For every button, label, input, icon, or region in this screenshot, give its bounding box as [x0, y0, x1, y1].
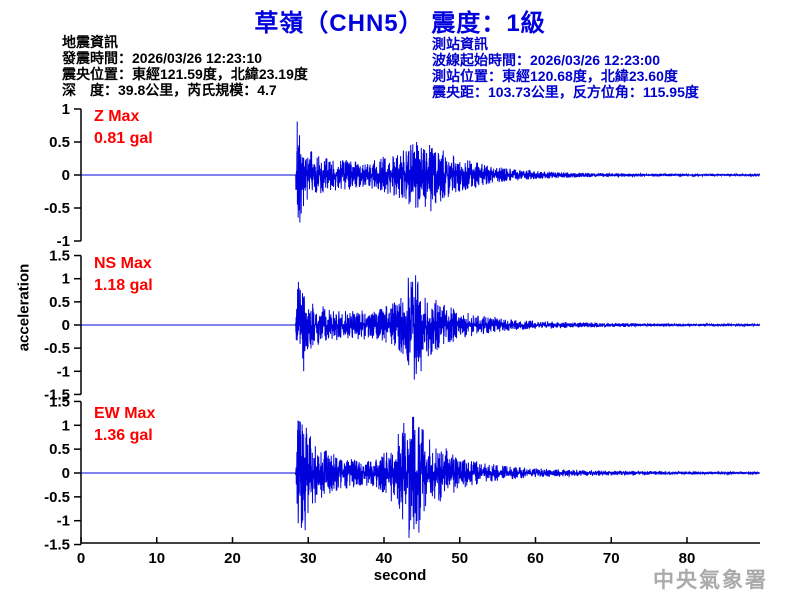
tick-label: 0 [62, 465, 70, 482]
quake-origin-time: 發震時間：2026/03/26 12:23:10 [62, 50, 262, 66]
tick-label: 60 [527, 550, 544, 567]
quake-epicenter: 震央位置：東經121.59度，北緯23.19度 [62, 66, 308, 82]
tick-label: 70 [603, 550, 620, 567]
station-info-block: 測站資訊 波線起始時間：2026/03/26 12:23:00 測站位置：東經1… [432, 36, 699, 100]
trace-ew-max-value: 1.36 gal [94, 427, 153, 444]
tick-label: 10 [148, 550, 165, 567]
tick-label: 0.5 [49, 441, 70, 458]
station-location: 測站位置：東經120.68度，北緯23.60度 [432, 68, 678, 84]
trace-ns-max-value: 1.18 gal [94, 277, 153, 294]
tick-label: 1.5 [49, 248, 70, 265]
tick-label: -0.5 [44, 340, 70, 357]
station-info-heading: 測站資訊 [432, 36, 488, 52]
tick-label: 1 [62, 101, 70, 118]
page-title: 草嶺（CHN5） 震度：1級 [254, 10, 546, 37]
tick-label: 1 [62, 271, 70, 288]
tick-label: 0.5 [49, 294, 70, 311]
quake-info-heading: 地震資訊 [62, 34, 118, 50]
y-axis-title: acceleration [15, 263, 33, 352]
trace-ns-max-label: NS Max 1.18 gal [94, 253, 153, 297]
tick-label: 1 [62, 417, 70, 434]
tick-label: -1 [57, 363, 70, 380]
agency-watermark: 中央氣象署 [653, 568, 768, 592]
trace-ew-max-label: EW Max 1.36 gal [94, 403, 155, 447]
tick-label: -0.5 [44, 200, 70, 217]
x-axis: 0 10 20 30 40 50 60 70 80 [77, 537, 760, 567]
tick-label: 1.5 [49, 393, 70, 410]
trace-z-max-value: 0.81 gal [94, 130, 153, 147]
quake-info-block: 地震資訊 發震時間：2026/03/26 12:23:10 震央位置：東經121… [62, 34, 308, 98]
tick-label: 30 [300, 550, 317, 567]
tick-label: 80 [679, 550, 696, 567]
trace-ew-name: EW Max [94, 405, 156, 422]
trace-z-max-label: Z Max 0.81 gal [94, 106, 153, 150]
tick-label: 40 [376, 550, 393, 567]
tick-label: 0.5 [49, 134, 70, 151]
wave-start-time: 波線起始時間：2026/03/26 12:23:00 [432, 52, 660, 68]
x-axis-title: second [373, 567, 427, 584]
tick-label: 0 [77, 550, 85, 567]
trace-ew-waveform [81, 416, 761, 538]
quake-depth-magnitude: 深 度：39.8公里，芮氏規模：4.7 [62, 82, 277, 98]
y-axis-ew: 1.5 1 0.5 0 -0.5 -1 -1.5 [44, 393, 82, 554]
y-axis-ns: 1.5 1 0.5 0 -0.5 -1 -1.5 [44, 248, 82, 403]
tick-label: -1.5 [44, 537, 70, 554]
trace-ns-waveform [81, 275, 761, 380]
tick-label: -1 [57, 233, 70, 250]
trace-ns-name: NS Max [94, 255, 152, 272]
trace-z-name: Z Max [94, 108, 140, 125]
y-axis-z: 1 0.5 0 -0.5 -1 [44, 101, 82, 250]
tick-label: 50 [451, 550, 468, 567]
tick-label: -0.5 [44, 489, 70, 506]
tick-label: -1.5 [44, 386, 70, 403]
epicentral-distance: 震央距：103.73公里，反方位角：115.95度 [432, 84, 699, 100]
tick-label: -1 [57, 513, 70, 530]
tick-label: 20 [224, 550, 241, 567]
trace-z-waveform [81, 121, 761, 223]
tick-label: 0 [62, 167, 70, 184]
tick-label: 0 [62, 317, 70, 334]
